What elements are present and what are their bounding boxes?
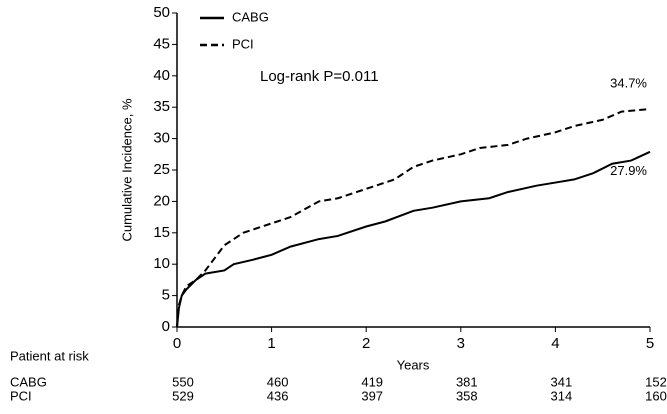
- y-tick-label: 15: [153, 224, 170, 241]
- y-tick-label: 35: [153, 98, 170, 115]
- x-tick-label: 2: [362, 335, 370, 352]
- x-axis-label: Years: [397, 357, 430, 372]
- risk-value: 152: [645, 374, 667, 389]
- end-label: 27.9%: [610, 163, 647, 178]
- risk-value: 460: [267, 374, 289, 389]
- y-tick-label: 45: [153, 35, 170, 52]
- risk-table-title: Patient at risk: [10, 348, 89, 363]
- risk-value: 397: [361, 388, 383, 403]
- y-tick-label: 20: [153, 192, 170, 209]
- legend-label: CABG: [232, 9, 269, 24]
- risk-value: 419: [361, 374, 383, 389]
- y-axis-label: Cumulative Incidence, %: [119, 98, 134, 242]
- risk-row-name: PCI: [10, 388, 32, 403]
- y-tick-label: 0: [162, 318, 170, 335]
- legend-label: PCI: [232, 36, 254, 51]
- risk-value: 529: [172, 388, 194, 403]
- x-tick-label: 0: [173, 335, 181, 352]
- risk-value: 550: [172, 374, 194, 389]
- series-line: [176, 108, 651, 328]
- risk-value: 314: [551, 388, 573, 403]
- risk-value: 341: [551, 374, 573, 389]
- series-line: [176, 150, 651, 328]
- y-tick-label: 40: [153, 67, 170, 84]
- x-tick-label: 3: [457, 335, 465, 352]
- y-tick-label: 30: [153, 130, 170, 147]
- risk-row-name: CABG: [10, 374, 47, 389]
- risk-value: 160: [645, 388, 667, 403]
- x-tick-label: 5: [646, 335, 654, 352]
- y-tick-label: 25: [153, 161, 170, 178]
- risk-value: 381: [456, 374, 478, 389]
- y-tick-label: 50: [153, 4, 170, 21]
- x-tick-label: 4: [551, 335, 559, 352]
- risk-value: 358: [456, 388, 478, 403]
- risk-value: 436: [267, 388, 289, 403]
- end-label: 34.7%: [610, 76, 647, 91]
- x-tick-label: 1: [267, 335, 275, 352]
- annotation: Log-rank P=0.011: [260, 68, 379, 85]
- y-tick-label: 10: [153, 255, 170, 272]
- y-tick-label: 5: [162, 287, 170, 304]
